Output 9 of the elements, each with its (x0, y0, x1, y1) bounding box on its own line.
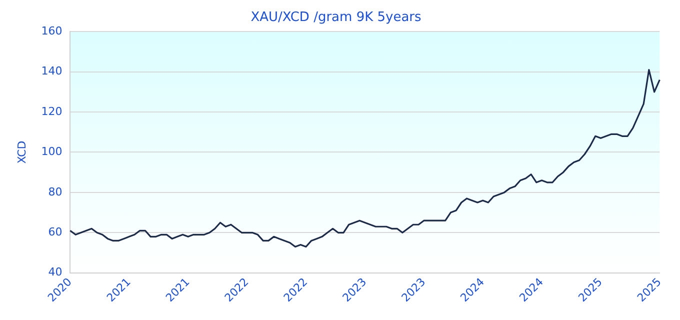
y-tick-label: 160 (41, 24, 62, 38)
y-tick-label: 120 (41, 104, 62, 118)
chart-title: XAU/XCD /gram 9K 5years (250, 10, 422, 26)
y-tick-label: 80 (48, 185, 62, 198)
y-tick-label: 60 (48, 226, 62, 239)
y-axis-title: XCD (15, 140, 28, 164)
y-tick-label: 100 (41, 145, 62, 158)
y-tick-label: 140 (41, 64, 62, 78)
y-tick-label: 40 (48, 266, 62, 279)
